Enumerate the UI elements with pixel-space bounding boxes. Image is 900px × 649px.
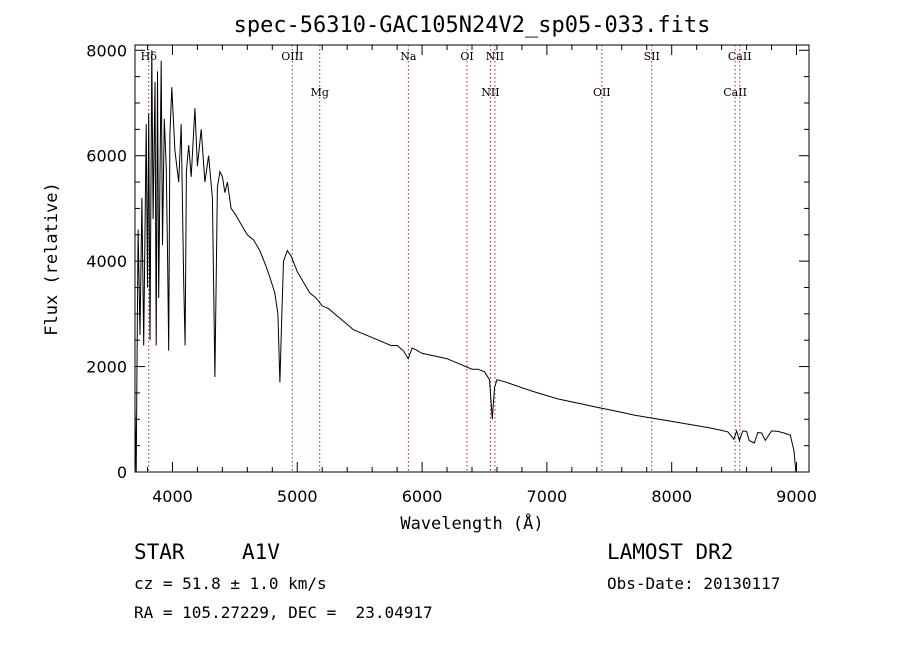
- plot-frame: [134, 44, 810, 473]
- line-label-10: CaII: [728, 50, 752, 63]
- spectrum-line: [134, 50, 797, 473]
- y-tick-label-4: 8000: [86, 41, 127, 60]
- x-tick-label-0: 4000: [152, 487, 193, 506]
- line-label-5: NII: [481, 86, 499, 99]
- x-tick-label-2: 6000: [402, 487, 443, 506]
- y-tick-label-0: 0: [117, 463, 127, 482]
- object-subclass: A1V: [242, 540, 280, 564]
- sky-coordinates: RA = 105.27229, DEC = 23.04917: [134, 603, 433, 622]
- y-tick-label-1: 2000: [86, 358, 127, 377]
- redshift-cz: cz = 51.8 ± 1.0 km/s: [134, 574, 327, 593]
- x-tick-label-3: 7000: [527, 487, 568, 506]
- line-label-1: OIII: [281, 50, 303, 63]
- object-class: STAR: [134, 540, 185, 564]
- line-label-4: OI: [460, 50, 473, 63]
- survey-name: LAMOST DR2: [607, 540, 734, 564]
- observation-date: Obs-Date: 20130117: [607, 574, 781, 593]
- emission-line-markers: Hδ OIII Mg Na OI NII NII OII SII CaII CaII: [141, 45, 752, 472]
- line-label-2: Mg: [311, 86, 329, 99]
- x-axis-label: Wavelength (Å): [400, 512, 543, 534]
- line-label-0: Hδ: [141, 50, 158, 63]
- y-axis-label: Flux (relative): [42, 182, 62, 336]
- y-tick-label-2: 4000: [86, 252, 127, 271]
- y-tick-label-3: 6000: [86, 147, 127, 166]
- line-label-7: OII: [593, 86, 611, 99]
- line-label-3: Na: [400, 50, 417, 63]
- x-tick-label-5: 9000: [776, 487, 817, 506]
- axis-tick-labels: 4000 5000 6000 7000 8000 9000 0 2000 4000 6000 800…: [86, 41, 817, 506]
- x-tick-label-4: 8000: [651, 487, 692, 506]
- line-label-6: NII: [486, 50, 504, 63]
- axis-ticks: [135, 45, 809, 473]
- line-label-8: SII: [644, 50, 660, 63]
- chart-title: spec-56310-GAC105N24V2_sp05-033.fits: [234, 13, 711, 38]
- line-label-9: CaII: [723, 86, 747, 99]
- x-tick-label-1: 5000: [277, 487, 318, 506]
